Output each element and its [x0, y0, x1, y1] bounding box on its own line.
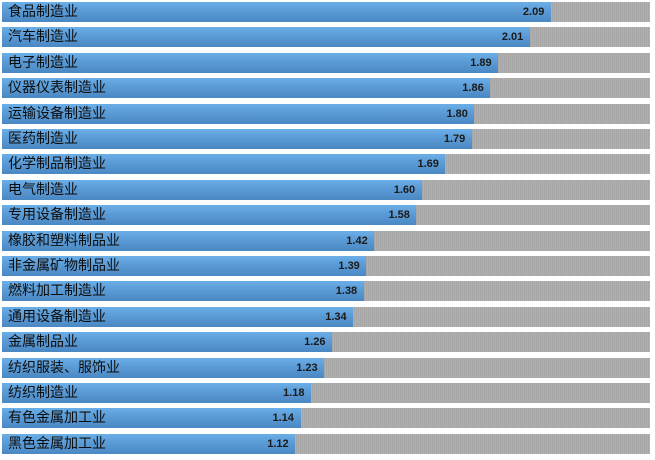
category-label: 黑色金属加工业: [8, 435, 106, 452]
value-label: 1.39: [338, 260, 360, 272]
category-label: 有色金属加工业: [8, 410, 106, 427]
value-label: 1.34: [325, 310, 347, 323]
category-label: 食品制造业: [8, 4, 78, 20]
category-label: 橡胶和塑料制品业: [8, 232, 120, 249]
bar-row: 汽车制造业 2.01: [2, 27, 650, 48]
value-label: 2.01: [501, 31, 524, 44]
value-label: 1.23: [296, 361, 318, 374]
value-label: 1.38: [335, 285, 358, 298]
bar: [2, 154, 446, 175]
value-label: 1.79: [443, 133, 466, 145]
bar: [2, 27, 530, 48]
bar: [2, 357, 325, 378]
category-label: 医药制造业: [8, 131, 78, 147]
category-label: 汽车制造业: [8, 29, 78, 46]
category-label: 通用设备制造业: [8, 308, 106, 325]
category-label: 仪器仪表制造业: [8, 80, 106, 97]
category-label: 电子制造业: [8, 54, 78, 71]
bar-row: 运输设备制造业 1.80: [2, 103, 650, 124]
bar: [2, 383, 312, 403]
bar-row: 医药制造业 1.79: [2, 129, 650, 149]
bar: [2, 281, 364, 302]
value-label: 1.58: [388, 209, 410, 222]
value-label: 1.86: [462, 82, 484, 95]
bar: [2, 230, 375, 251]
value-label: 1.42: [346, 234, 368, 247]
category-label: 纺织服装、服饰业: [8, 359, 120, 376]
value-label: 1.18: [283, 387, 305, 399]
bar-row: 化学制品制造业 1.69: [2, 154, 650, 175]
category-label: 化学制品制造业: [8, 156, 106, 173]
bar: [2, 408, 301, 429]
bar-row: 通用设备制造业 1.34: [2, 306, 650, 327]
bar-row: 非金属矿物制品业 1.39: [2, 256, 650, 276]
bar-row: 纺织服装、服饰业 1.23: [2, 357, 650, 378]
value-label: 1.26: [304, 336, 326, 349]
category-label: 运输设备制造业: [8, 105, 106, 122]
bar: [2, 78, 491, 99]
value-label: 1.14: [272, 412, 294, 425]
value-label: 2.09: [522, 6, 545, 18]
value-label: 1.69: [417, 158, 439, 171]
bar: [2, 52, 499, 73]
bar-row: 有色金属加工业 1.14: [2, 408, 650, 429]
bar: [2, 256, 367, 276]
category-label: 专用设备制造业: [8, 207, 106, 224]
value-label: 1.80: [446, 107, 468, 120]
bar-row: 食品制造业 2.09: [2, 2, 650, 22]
value-label: 1.89: [470, 56, 492, 69]
category-label: 纺织制造业: [8, 385, 78, 401]
value-label: 1.60: [393, 183, 416, 196]
bar-row: 专用设备制造业 1.58: [2, 205, 650, 226]
bar-row: 橡胶和塑料制品业 1.42: [2, 230, 650, 251]
bar: [2, 306, 354, 327]
bar-row: 纺织制造业 1.18: [2, 383, 650, 403]
category-label: 金属制品业: [8, 334, 78, 351]
bar-row: 仪器仪表制造业 1.86: [2, 78, 650, 99]
bar-row: 电子制造业 1.89: [2, 52, 650, 73]
bar-row: 金属制品业 1.26: [2, 332, 650, 353]
category-label: 非金属矿物制品业: [8, 258, 120, 274]
bar: [2, 332, 333, 353]
bar-row: 燃料加工制造业 1.38: [2, 281, 650, 302]
bar: [2, 179, 422, 200]
category-label: 电气制造业: [8, 181, 78, 198]
category-label: 燃料加工制造业: [8, 283, 106, 300]
bar-row: 电气制造业 1.60: [2, 179, 650, 200]
bar: [2, 129, 472, 149]
bar: [2, 205, 417, 226]
value-label: 1.12: [267, 437, 289, 450]
bar: [2, 433, 296, 454]
bar: [2, 103, 475, 124]
bar-row: 黑色金属加工业 1.12: [2, 433, 650, 454]
bar: [2, 2, 551, 22]
